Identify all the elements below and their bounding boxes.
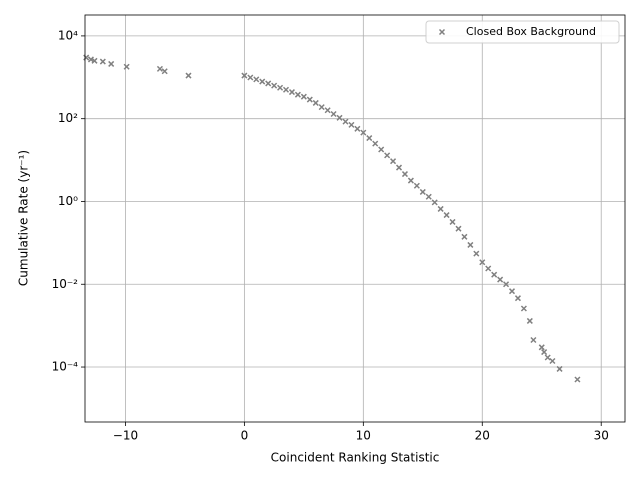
point — [437, 205, 444, 212]
point — [330, 110, 337, 118]
y-axis-label: Cumulative Rate (yr⁻¹) — [17, 150, 31, 286]
point — [156, 65, 163, 72]
point — [497, 276, 504, 283]
point — [348, 121, 355, 128]
point — [271, 82, 278, 89]
point — [431, 199, 438, 206]
point — [443, 212, 450, 219]
point — [514, 295, 521, 302]
y-tick-label: 10² — [58, 111, 78, 125]
point — [526, 317, 533, 324]
point — [91, 57, 98, 64]
point — [449, 218, 456, 225]
point — [372, 140, 379, 147]
point — [479, 259, 486, 266]
x-tick-label: 20 — [475, 429, 490, 443]
point — [99, 58, 106, 65]
point — [556, 365, 563, 372]
point — [241, 72, 248, 79]
point — [378, 146, 385, 153]
legend-marker — [438, 28, 446, 36]
point — [541, 349, 548, 356]
y-tick-label: 10⁴ — [58, 28, 78, 42]
point — [467, 241, 474, 248]
point — [294, 91, 301, 98]
point — [108, 60, 115, 67]
point — [306, 96, 313, 103]
point — [288, 89, 295, 96]
x-tick-label: 10 — [356, 429, 371, 443]
point — [503, 281, 510, 288]
point — [425, 193, 432, 200]
point — [360, 129, 367, 136]
x-axis-label: Coincident Ranking Statistic — [271, 451, 440, 465]
point — [401, 171, 408, 178]
y-tick-label: 10⁰ — [58, 194, 78, 208]
point — [574, 376, 581, 383]
point — [530, 336, 537, 344]
point — [549, 357, 556, 365]
point — [407, 177, 414, 184]
point — [461, 233, 468, 240]
point — [538, 344, 545, 351]
point — [312, 99, 319, 106]
point — [455, 225, 462, 232]
point — [161, 68, 168, 75]
point — [277, 84, 284, 91]
point — [336, 114, 343, 121]
point — [282, 86, 290, 93]
point — [87, 56, 94, 63]
point — [395, 164, 403, 171]
point — [253, 76, 260, 83]
point — [390, 158, 397, 165]
point — [419, 188, 426, 195]
legend-box — [425, 20, 620, 44]
x-tick-label: 0 — [241, 429, 249, 443]
point — [508, 288, 516, 295]
x-tick-label: 30 — [594, 429, 609, 443]
point — [247, 74, 254, 81]
point — [413, 182, 420, 189]
point — [324, 107, 331, 114]
point — [520, 305, 527, 312]
point — [384, 152, 391, 159]
point — [354, 125, 361, 132]
legend-label: Closed Box Background — [466, 25, 596, 38]
x-tick-label: −10 — [113, 429, 138, 443]
plot-frame — [84, 14, 626, 423]
point — [265, 80, 272, 87]
point — [342, 118, 349, 125]
point — [485, 265, 492, 272]
point — [491, 271, 498, 278]
point — [366, 135, 373, 142]
point — [318, 104, 325, 111]
point — [123, 63, 130, 70]
y-tick-label: 10⁻² — [52, 277, 79, 291]
point — [185, 72, 192, 79]
point — [259, 78, 266, 85]
point — [83, 54, 90, 61]
point — [300, 93, 307, 100]
y-tick-label: 10⁻⁴ — [52, 360, 79, 374]
point — [473, 250, 480, 257]
point — [544, 354, 551, 361]
